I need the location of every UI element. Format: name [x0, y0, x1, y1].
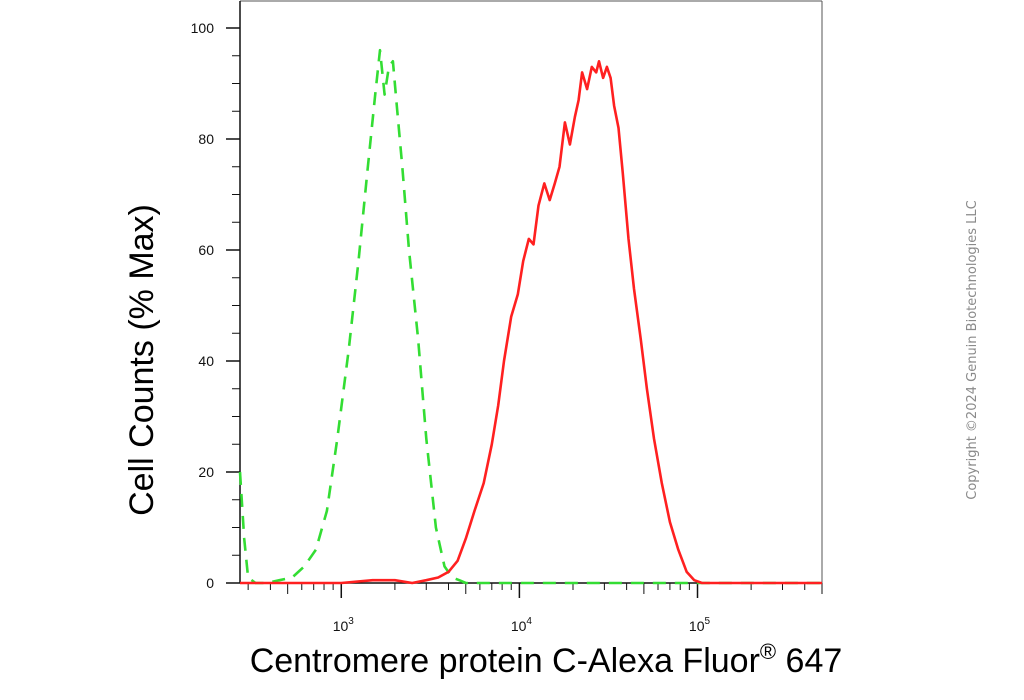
y-tick-label: 40 — [198, 353, 214, 369]
copyright-watermark: Copyright ©2024 Genuin Biotechnologies L… — [965, 200, 980, 499]
y-axis-ticks: 0 20 40 60 80 100 — [191, 20, 240, 591]
series-line-2 — [240, 60, 822, 585]
x-axis-ticks: 103 104 105 — [247, 583, 823, 634]
y-tick-label: 80 — [198, 131, 214, 147]
x-axis-title-suffix: 647 — [776, 642, 842, 680]
histogram-series — [238, 48, 822, 585]
y-tick-label: 0 — [206, 575, 214, 591]
y-tick-label: 20 — [198, 464, 214, 480]
x-tick-label: 104 — [511, 616, 533, 634]
x-axis-title-main: Centromere protein C-Alexa Fluor — [250, 642, 760, 680]
x-axis-title-registered-mark: ® — [760, 639, 776, 664]
x-tick-label: 105 — [689, 616, 711, 634]
y-tick-label: 100 — [191, 20, 215, 36]
series-line-1 — [238, 48, 822, 585]
x-tick-label: 103 — [333, 616, 355, 634]
y-axis-title: Cell Counts (% Max) — [123, 204, 161, 516]
x-axis-title: Centromere protein C-Alexa Fluor® 647 — [250, 639, 843, 680]
plot-frame — [240, 0, 823, 583]
y-tick-label: 60 — [198, 242, 214, 258]
